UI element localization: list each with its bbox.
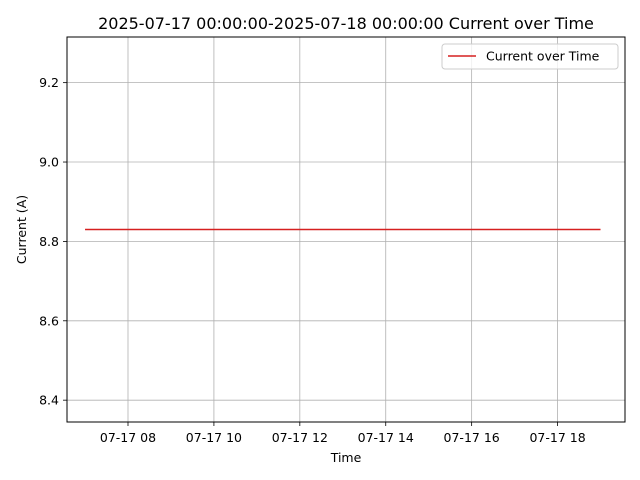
legend-box [441, 43, 619, 70]
x-axis-label: Time [330, 450, 362, 465]
x-tick-label: 07-17 18 [529, 430, 585, 445]
x-tick-label: 07-17 14 [358, 430, 414, 445]
y-tick-label: 9.2 [39, 75, 59, 90]
x-tick-label: 07-17 10 [186, 430, 242, 445]
plot-area-frame [66, 36, 626, 423]
x-tick-label: 07-17 08 [100, 430, 156, 445]
x-tick-label: 07-17 16 [444, 430, 500, 445]
y-tick-label: 8.8 [39, 234, 59, 249]
y-axis-label: Current (A) [14, 195, 29, 264]
chart-title: 2025-07-17 00:00:00-2025-07-18 00:00:00 … [98, 14, 594, 33]
ticks-layer: 07-17 08 07-17 10 07-17 12 07-17 14 07-17 16… [39, 75, 586, 445]
y-tick-label: 8.6 [39, 313, 59, 328]
legend-label: Current over Time [486, 49, 600, 64]
x-tick-label: 07-17 12 [272, 430, 328, 445]
y-tick-label: 9.0 [39, 155, 59, 170]
legend: Current over Time [441, 43, 619, 70]
y-tick-label: 8.4 [39, 393, 59, 408]
